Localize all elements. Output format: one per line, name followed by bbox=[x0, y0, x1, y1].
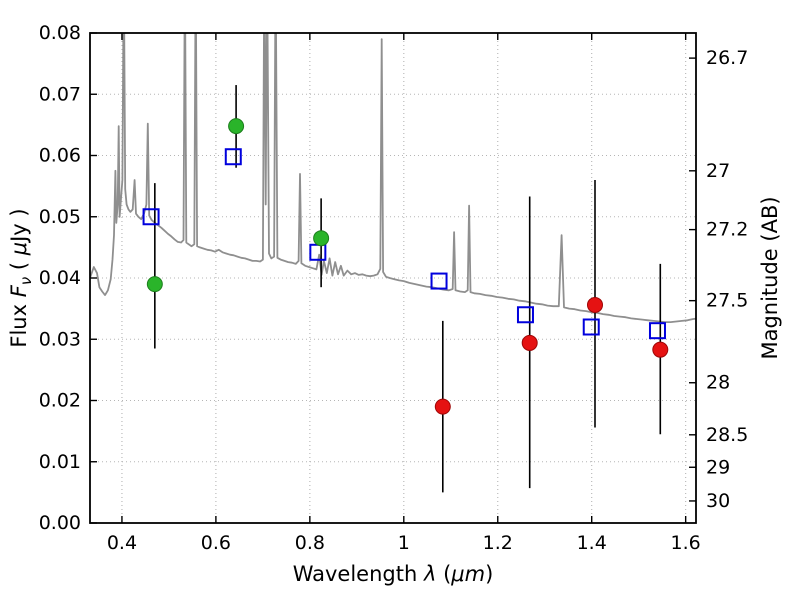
y-tick-label-right: 27 bbox=[706, 160, 730, 182]
photometry-open-square bbox=[142, 208, 160, 226]
model-spectrum-line bbox=[90, 33, 696, 323]
y-tick-label-left: 0.02 bbox=[39, 390, 81, 412]
y-tick-label-left: 0.00 bbox=[39, 512, 81, 534]
y-tick-label-right: 26.7 bbox=[706, 47, 748, 69]
x-tick-label: 1.4 bbox=[577, 532, 607, 554]
y-tick-label-left: 0.04 bbox=[39, 267, 81, 289]
y-tick-label-right: 30 bbox=[706, 490, 730, 512]
x-tick-label: 0.6 bbox=[201, 532, 231, 554]
photometry-circle bbox=[146, 276, 163, 293]
x-tick-label: 1.2 bbox=[483, 532, 513, 554]
x-tick-label: 1 bbox=[398, 532, 410, 554]
photometry-circle bbox=[587, 296, 603, 313]
photometry-circle bbox=[521, 334, 538, 351]
x-tick-label: 1.6 bbox=[671, 532, 701, 554]
photometry-open-square bbox=[516, 306, 534, 324]
y-tick-label-left: 0.06 bbox=[39, 145, 81, 167]
red-photometry-points bbox=[434, 296, 669, 415]
y-tick-label-left: 0.01 bbox=[39, 451, 81, 473]
y-tick-label-right: 28.5 bbox=[706, 424, 748, 446]
photometry-circle bbox=[228, 118, 245, 135]
y-tick-label-right: 29 bbox=[706, 456, 730, 478]
y-tick-label-right: 27.5 bbox=[706, 290, 748, 312]
y-tick-label-left: 0.08 bbox=[39, 22, 81, 44]
x-tick-label: 0.8 bbox=[295, 532, 325, 554]
photometry-circle bbox=[313, 230, 330, 247]
photometry-circle bbox=[652, 341, 669, 358]
photometry-circle bbox=[434, 398, 451, 415]
x-tick-label: 0.4 bbox=[107, 532, 137, 554]
tick-labels: 0.4 0.6 0.8 1 1.2 1.4 1.6 0.00 0.01 0.02 0.03 0.04 0… bbox=[39, 22, 749, 554]
y-tick-label-left: 0.03 bbox=[39, 328, 81, 350]
photometry-open-square bbox=[224, 148, 242, 166]
y-axis-label-left: Flux Fν ( μJy ) bbox=[7, 208, 35, 347]
model-photometry-squares bbox=[142, 148, 666, 340]
y-tick-label-right: 27.2 bbox=[706, 219, 748, 241]
y-tick-label-right: 28 bbox=[706, 372, 730, 394]
y-tick-label-left: 0.05 bbox=[39, 206, 81, 228]
green-photometry-points bbox=[146, 118, 330, 293]
y-tick-label-left: 0.07 bbox=[39, 83, 81, 105]
x-axis-label: Wavelength λ (μm) bbox=[293, 562, 494, 586]
y-axis-label-right: Magnitude (AB) bbox=[758, 196, 782, 359]
photometry-open-square bbox=[648, 322, 666, 340]
photometry-open-square bbox=[430, 272, 448, 290]
photometry-open-square bbox=[582, 318, 600, 336]
axis-ticks bbox=[90, 32, 696, 524]
